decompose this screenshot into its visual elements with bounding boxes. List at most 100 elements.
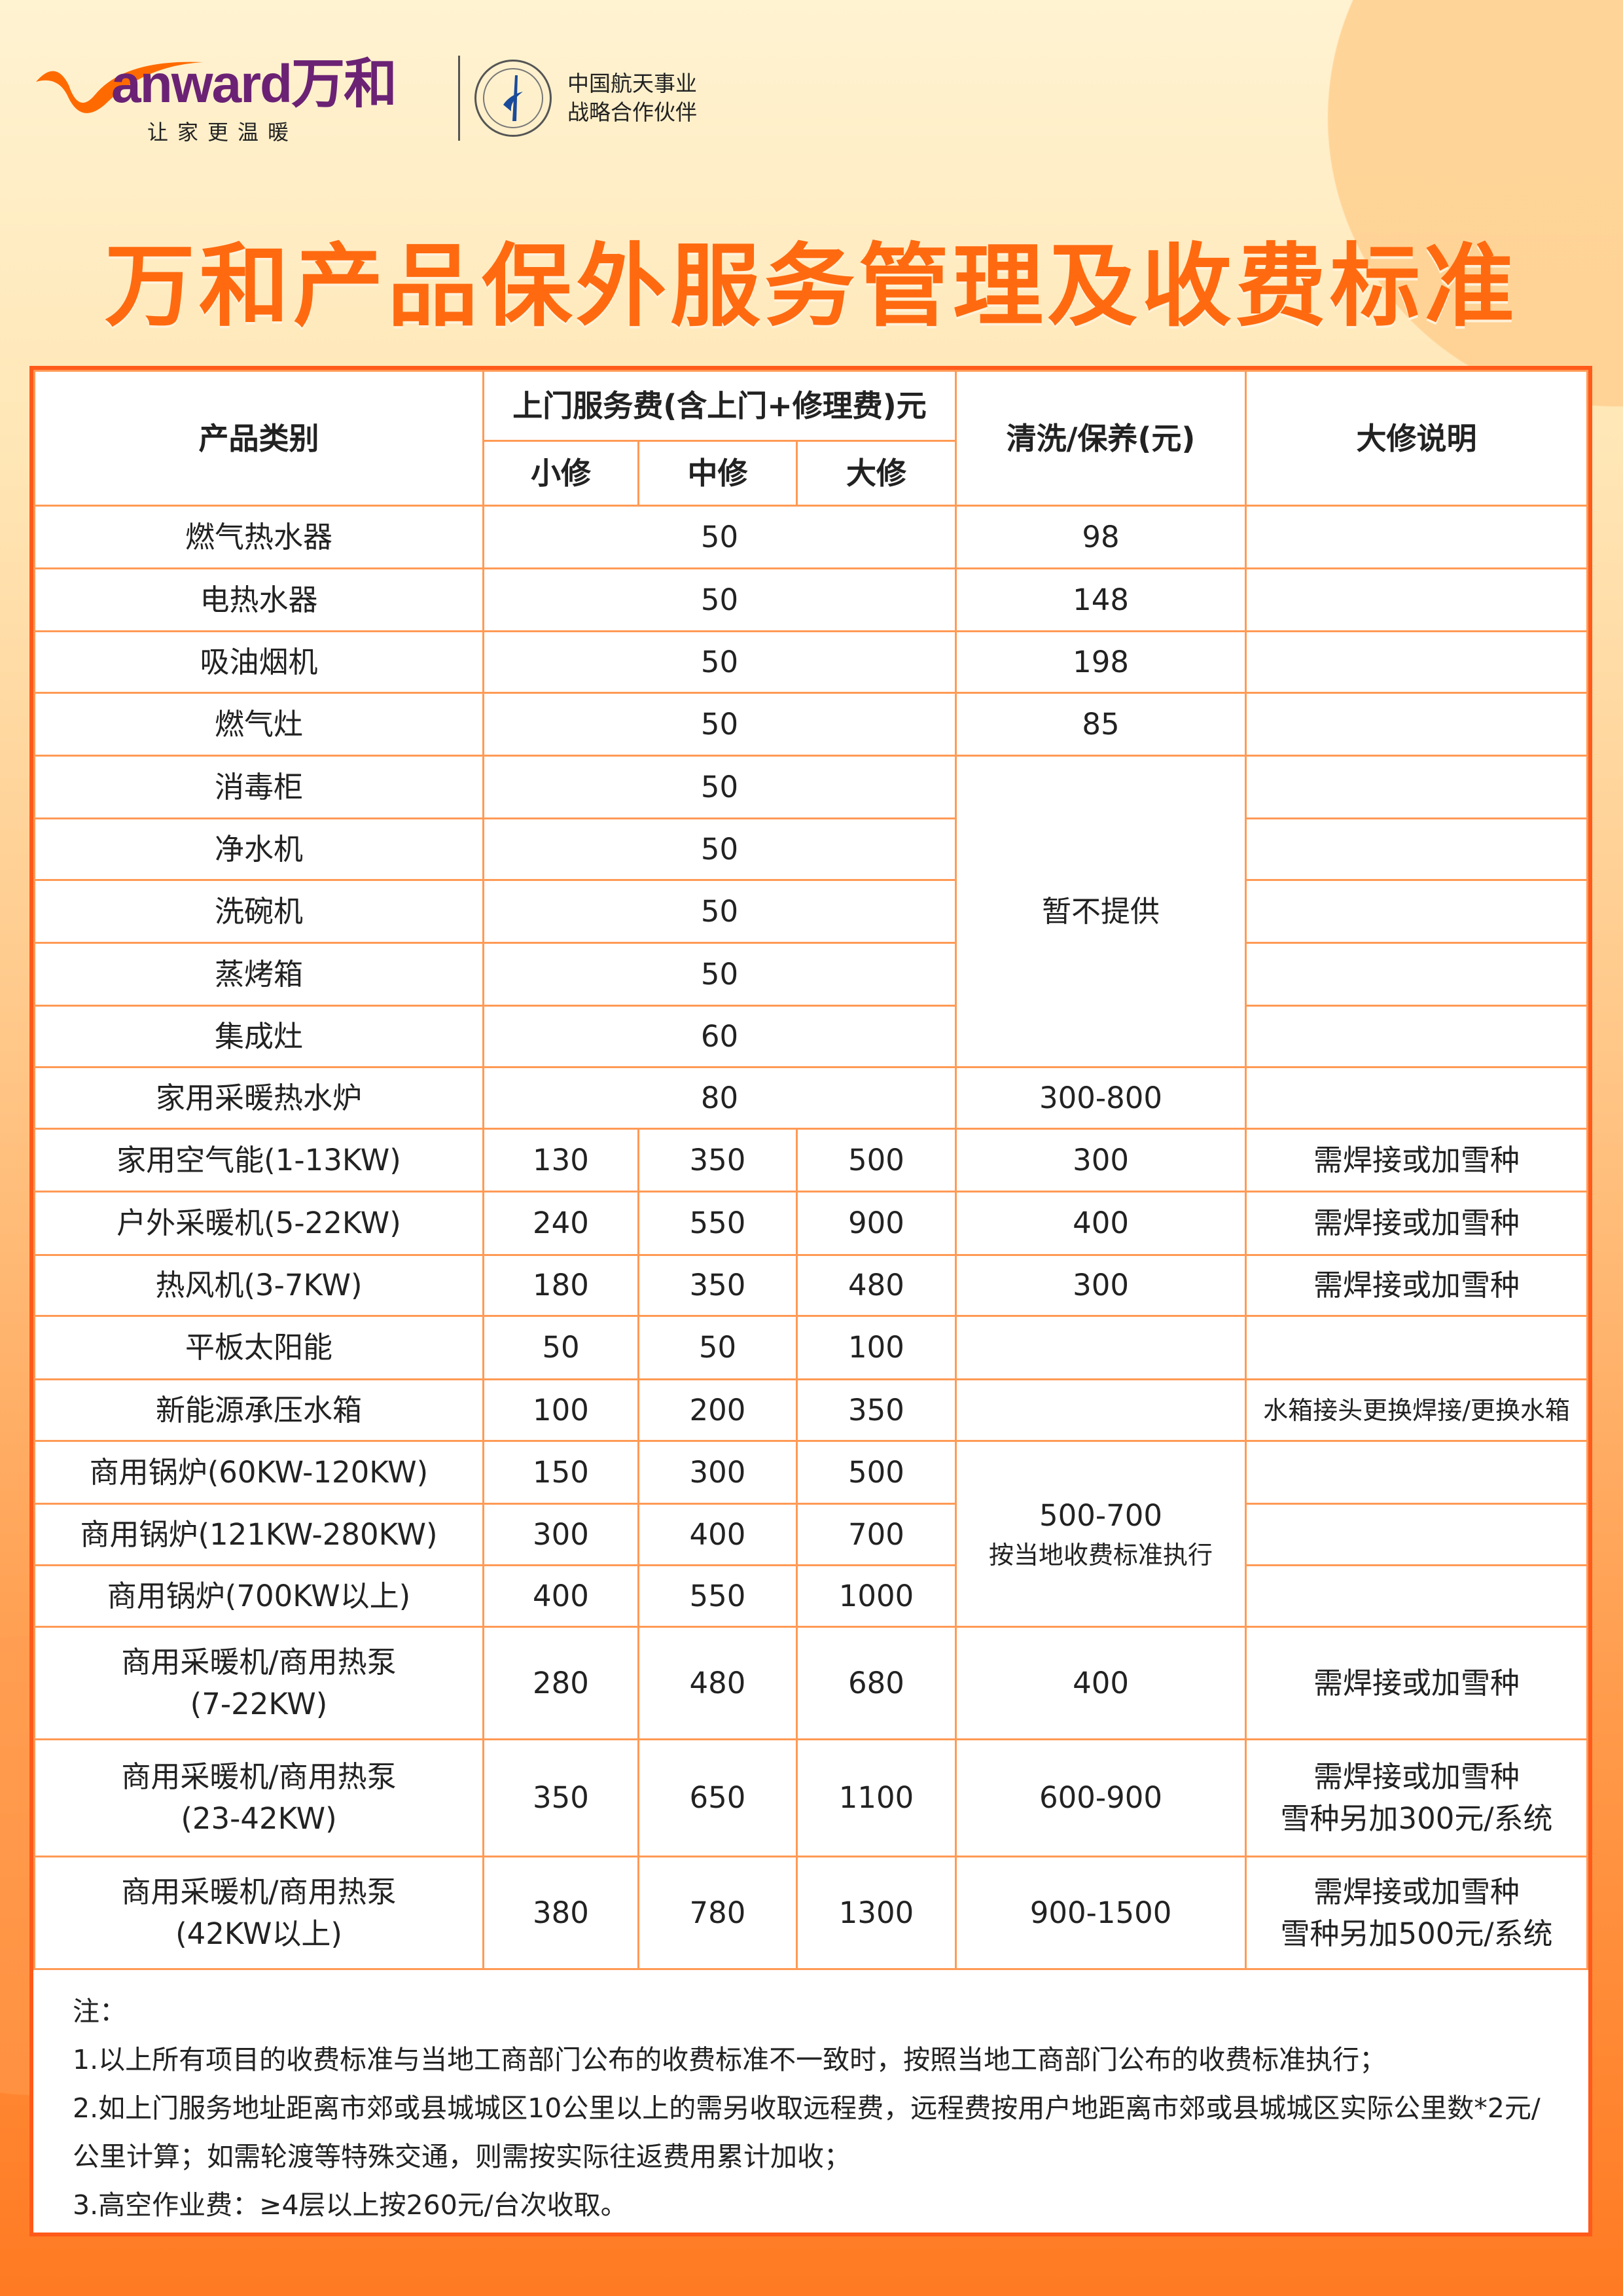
product-category: 吸油烟机 — [33, 630, 484, 694]
table-row: 商用采暖机/商用热泵 (7-22KW) 280 480 680 400 需焊接或加雪种 — [33, 1626, 1588, 1740]
logo-wordmark: anward万和 — [111, 54, 397, 114]
medium-repair-fee-text: 50 — [698, 1330, 737, 1365]
table-row: 燃气灶 50 85 — [33, 692, 1588, 757]
cleaning-fee: 148 — [955, 567, 1247, 632]
cleaning-fee-text: 98 — [1082, 519, 1120, 554]
table-row: 商用锅炉(60KW-120KW) 150 300 500 500-700 按当地收费标准执… — [33, 1440, 1588, 1628]
cleaning-fee: 900-1500 — [955, 1856, 1247, 1970]
table-row: 商用采暖机/商用热泵 (42KW以上) 380 780 1300 900-1500 需焊接或… — [33, 1856, 1588, 1970]
major-repair-fee-text: 700 — [848, 1516, 904, 1552]
minor-repair-fee-text: 150 — [533, 1454, 589, 1490]
major-repair-note-text: 需焊接或加雪种 — [1313, 1759, 1520, 1794]
product-category-text: 净水机 — [214, 831, 303, 867]
major-repair-note: 需焊接或加雪种 雪种另加300元/系统 — [1245, 1738, 1588, 1857]
product-category: 蒸烤箱 — [33, 942, 484, 1007]
product-category: 商用采暖机/商用热泵 (23-42KW) — [33, 1738, 484, 1857]
cleaning-fee: 400 — [955, 1626, 1247, 1740]
major-repair-fee: 700 — [795, 1503, 957, 1566]
major-repair-note-text: 需焊接或加雪种 — [1313, 1874, 1520, 1909]
medium-repair-fee: 50 — [637, 1315, 798, 1380]
note-item: 1.以上所有项目的收费标准与当地工商部门公布的收费标准不一致时，按照当地工商部门… — [73, 2044, 1387, 2075]
major-repair-fee: 480 — [795, 1254, 957, 1317]
major-repair-note: 需焊接或加雪种 — [1245, 1254, 1588, 1317]
product-category-text: 洗碗机 — [214, 893, 303, 929]
minor-repair-fee: 100 — [482, 1378, 639, 1442]
cleaning-fee: 300 — [955, 1128, 1247, 1193]
major-repair-note — [1245, 1564, 1588, 1628]
minor-repair-fee: 380 — [482, 1856, 639, 1970]
product-category-text: 商用采暖机/商用热泵 — [121, 1759, 397, 1794]
table-row: 户外采暖机(5-22KW) 240 550 900 400 需焊接或加雪种 — [33, 1191, 1588, 1256]
minor-repair-fee-text: 380 — [533, 1895, 589, 1930]
medium-repair-fee: 780 — [637, 1856, 798, 1970]
major-repair-note-text: 需焊接或加雪种 — [1313, 1665, 1520, 1700]
major-repair-fee: 500 — [795, 1440, 957, 1505]
minor-repair-fee: 180 — [482, 1254, 639, 1317]
aerospace-seal-icon — [474, 60, 552, 137]
minor-repair-fee-text: 240 — [533, 1206, 589, 1240]
product-category: 洗碗机 — [33, 879, 484, 944]
cleaning-fee-text: 300-800 — [1039, 1080, 1163, 1115]
minor-repair-fee: 50 — [482, 1315, 639, 1380]
minor-repair-fee-text: 300 — [533, 1516, 589, 1552]
fee-sheet: 产品类别 上门服务费(含上门+修理费)元 清洗/保养(元) 大修说明 小修 中修… — [29, 366, 1592, 2236]
service-fee: 50 — [482, 817, 957, 881]
major-repair-note — [1245, 817, 1588, 881]
cleaning-fee: 98 — [955, 505, 1247, 569]
service-fee: 80 — [482, 1066, 957, 1130]
major-repair-fee: 900 — [795, 1191, 957, 1256]
major-repair-note — [1245, 755, 1588, 819]
product-category: 电热水器 — [33, 567, 484, 632]
product-category-text: 商用采暖机/商用热泵 — [121, 1874, 397, 1909]
medium-repair-fee-text: 550 — [689, 1206, 746, 1240]
product-category-text: 家用采暖热水炉 — [155, 1080, 362, 1115]
product-category: 净水机 — [33, 817, 484, 881]
service-fee-text: 50 — [700, 582, 739, 617]
table-row: 家用采暖热水炉 80 300-800 — [33, 1066, 1588, 1130]
notes: 注： 1.以上所有项目的收费标准与当地工商部门公布的收费标准不一致时，按照当地工… — [33, 1970, 1588, 2229]
major-repair-note — [1245, 879, 1588, 944]
cleaning-fee-text: 300 — [1073, 1142, 1129, 1177]
major-repair-fee: 1100 — [795, 1738, 957, 1857]
medium-repair-fee-text: 780 — [689, 1895, 746, 1930]
product-category: 燃气灶 — [33, 692, 484, 757]
service-fee: 50 — [482, 755, 957, 819]
product-category: 消毒柜 — [33, 755, 484, 819]
service-fee-text: 60 — [700, 1018, 739, 1054]
major-repair-note-text: 雪种另加300元/系统 — [1280, 1801, 1553, 1836]
cleaning-fee: 暂不提供 — [955, 755, 1247, 1068]
major-repair-fee: 350 — [795, 1378, 957, 1442]
product-category: 热风机(3-7KW) — [33, 1254, 484, 1317]
product-category-text: 商用采暖机/商用热泵 — [121, 1644, 397, 1679]
major-repair-fee-text: 1000 — [838, 1578, 914, 1613]
table-row: 净水机 50 — [33, 817, 1588, 881]
product-category: 商用采暖机/商用热泵 (7-22KW) — [33, 1626, 484, 1740]
product-category: 户外采暖机(5-22KW) — [33, 1191, 484, 1256]
cleaning-fee: 500-700 按当地收费标准执行 — [955, 1440, 1247, 1628]
major-repair-fee-text: 500 — [848, 1142, 904, 1177]
product-category-text: 热风机(3-7KW) — [155, 1268, 363, 1302]
partner-line: 中国航天事业 — [567, 71, 697, 96]
major-repair-note — [1245, 1066, 1588, 1130]
table-row: 集成灶 60 — [33, 1005, 1588, 1068]
major-repair-note-text: 需焊接或加雪种 — [1313, 1142, 1520, 1177]
product-category: 家用空气能(1-13KW) — [33, 1128, 484, 1193]
product-category-text: 集成灶 — [214, 1018, 303, 1054]
medium-repair-fee: 200 — [637, 1378, 798, 1442]
cleaning-fee-text: 900-1500 — [1029, 1895, 1172, 1930]
product-category: 新能源承压水箱 — [33, 1378, 484, 1442]
medium-repair-fee-text: 550 — [689, 1578, 746, 1613]
major-repair-fee: 500 — [795, 1128, 957, 1193]
table-row: 蒸烤箱 50 — [33, 942, 1588, 1007]
minor-repair-fee: 350 — [482, 1738, 639, 1857]
product-category: 平板太阳能 — [33, 1315, 484, 1380]
table-row: 吸油烟机 50 198 — [33, 630, 1588, 694]
service-fee-text: 50 — [700, 956, 739, 992]
major-repair-note — [1245, 630, 1588, 694]
major-repair-note — [1245, 1315, 1588, 1380]
service-fee: 60 — [482, 1005, 957, 1068]
medium-repair-fee: 480 — [637, 1626, 798, 1740]
product-category: 商用锅炉(700KW以上) — [33, 1564, 484, 1628]
minor-repair-fee: 300 — [482, 1503, 639, 1566]
cleaning-fee: 300 — [955, 1254, 1247, 1317]
